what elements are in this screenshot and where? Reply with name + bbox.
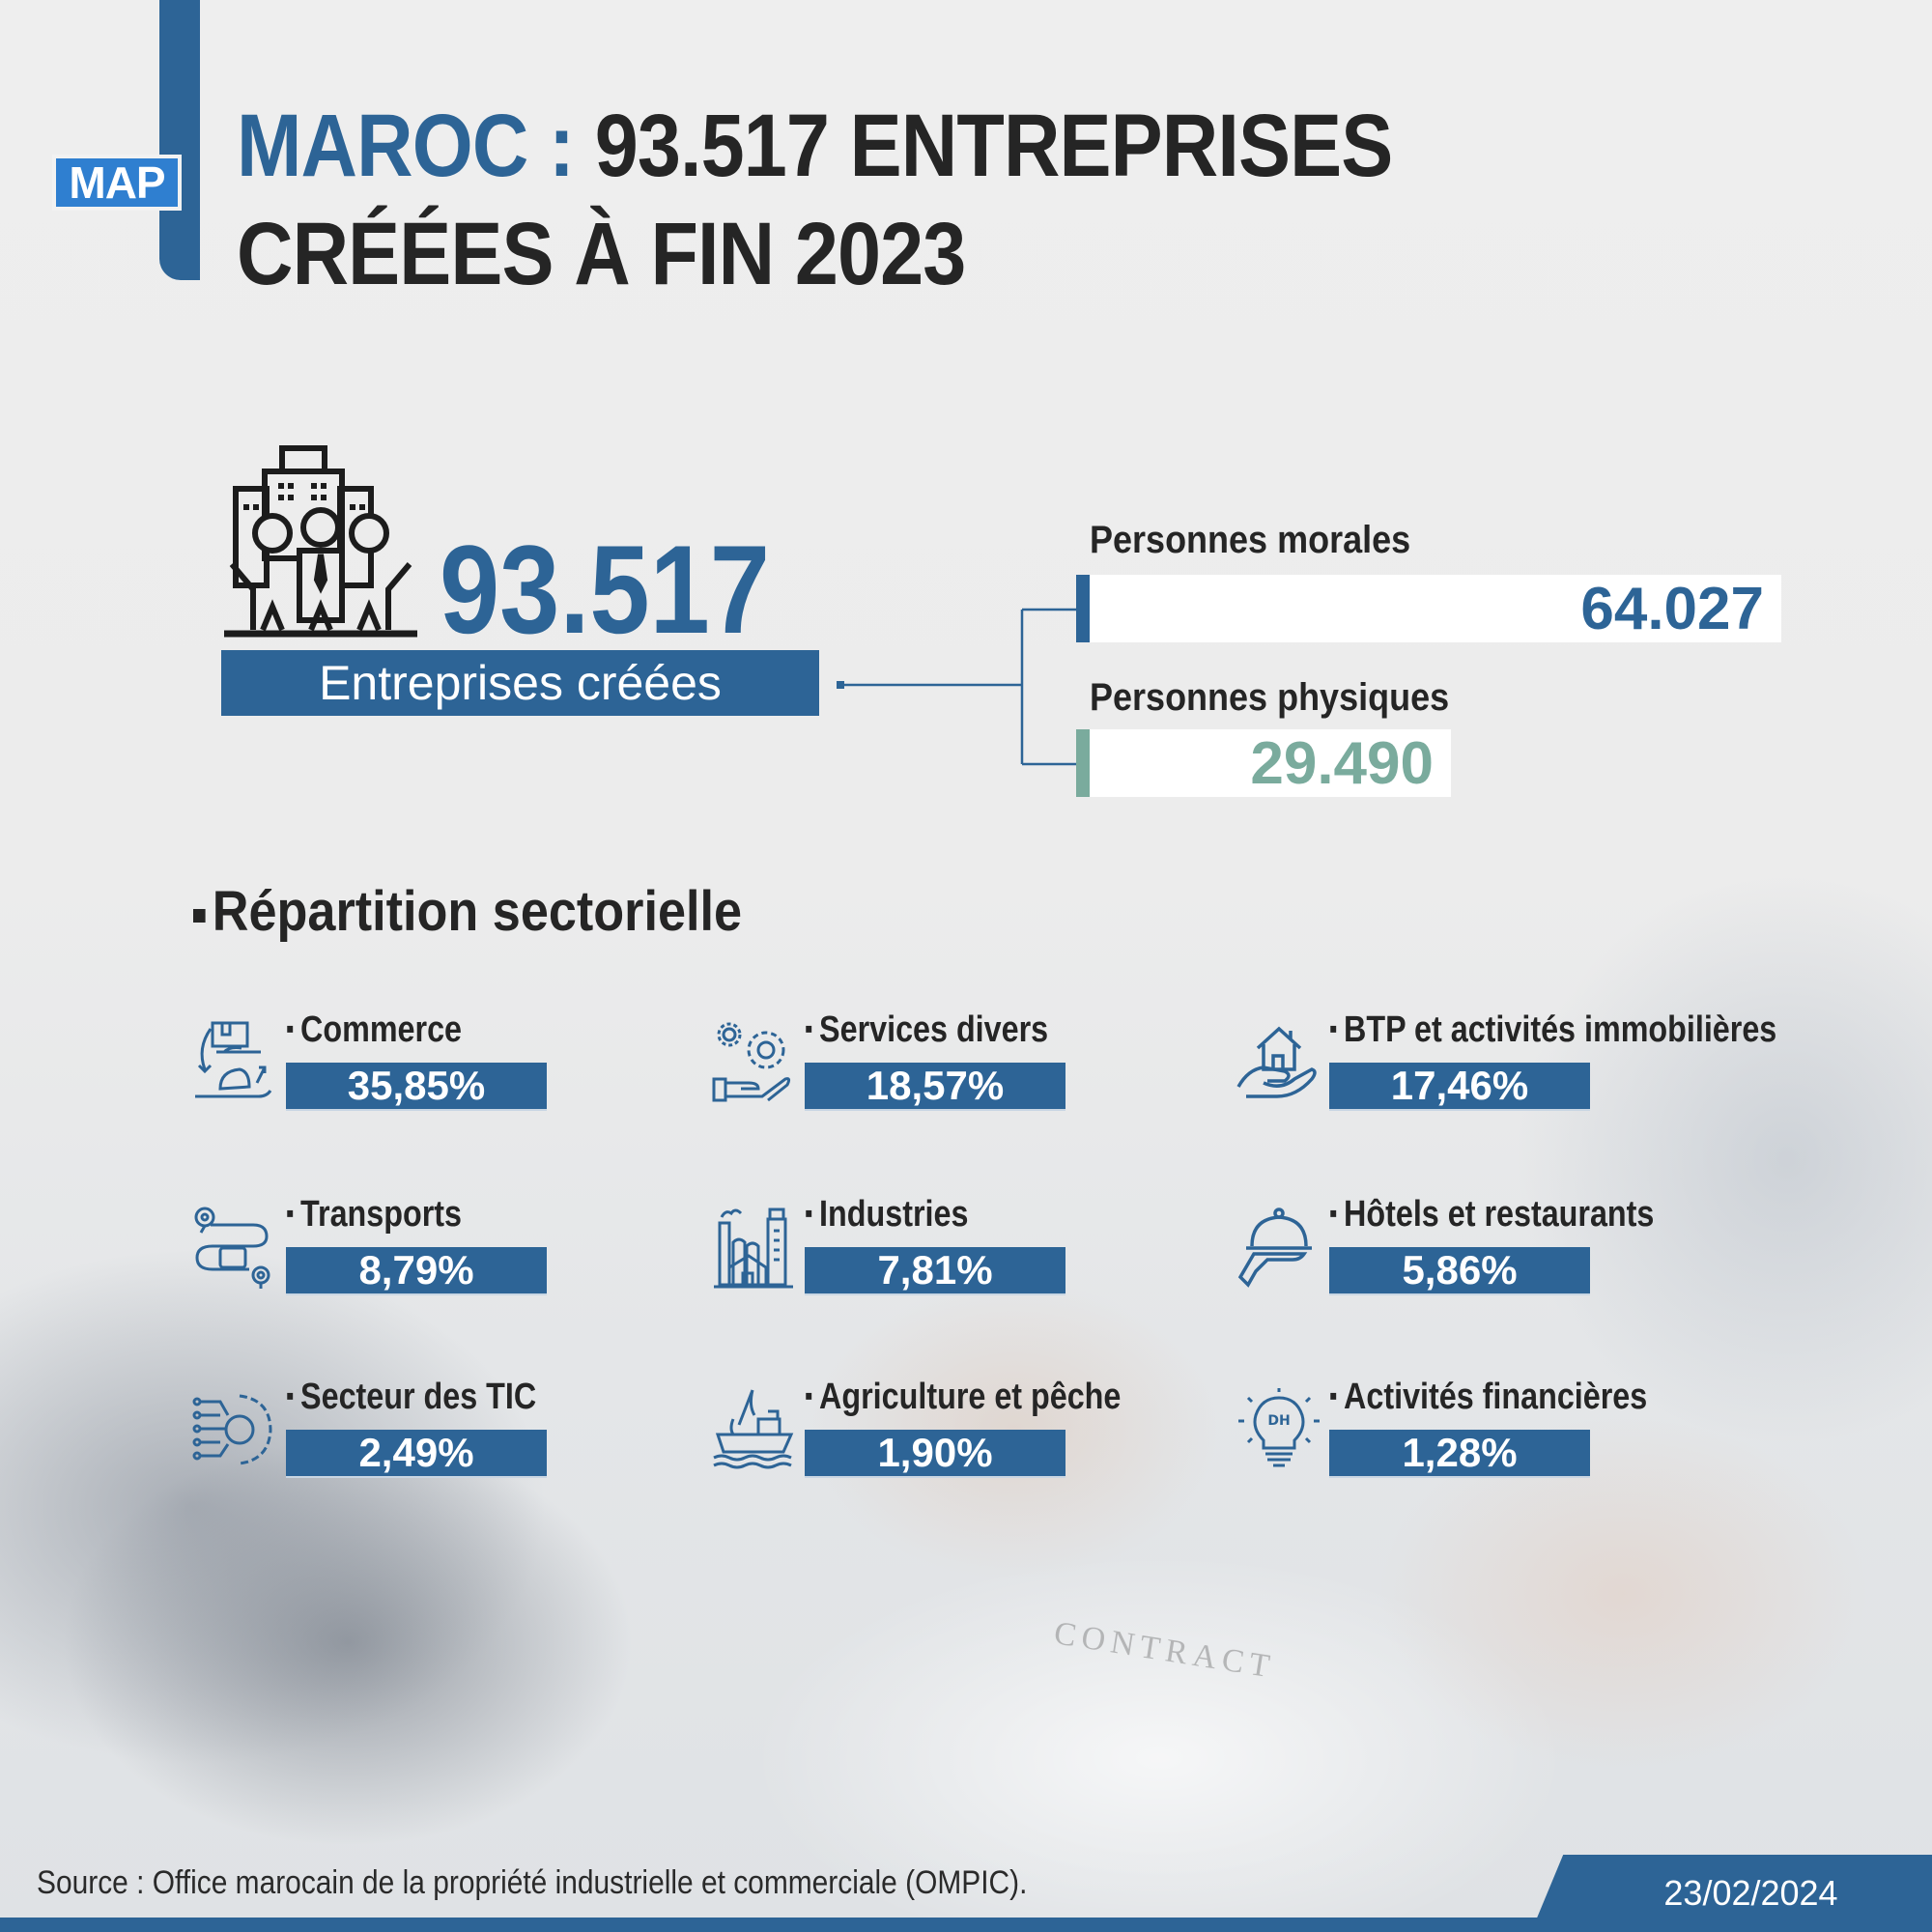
company-employees-icon: [224, 445, 417, 638]
total-label: Entreprises créées: [221, 650, 819, 716]
sector-value: 1,28%: [1329, 1430, 1590, 1478]
svg-text:DH: DH: [1267, 1413, 1290, 1429]
sector-name: Hôtels et restaurants: [1329, 1194, 1654, 1236]
sector-name: Transports: [286, 1194, 462, 1236]
breakdown-connector: [837, 608, 1078, 766]
sector-value: 35,85%: [286, 1063, 547, 1111]
header-accent-bar: [159, 0, 200, 280]
sector-transports: Transports 8,79%: [191, 1194, 732, 1300]
sector-value: 17,46%: [1329, 1063, 1590, 1111]
morales-label: Personnes morales: [1090, 519, 1411, 561]
morales-bar-tick: [1076, 575, 1090, 642]
sector-btp: BTP et activités immobilières 17,46%: [1235, 1009, 1776, 1116]
map-logo: MAP: [52, 155, 182, 211]
morales-bar: 64.027: [1076, 575, 1781, 642]
sector-name: Services divers: [805, 1009, 1048, 1051]
sector-value: 18,57%: [805, 1063, 1065, 1111]
sector-value: 8,79%: [286, 1247, 547, 1295]
physiques-label: Personnes physiques: [1090, 676, 1450, 719]
section-title: Répartition sectorielle: [193, 879, 742, 944]
morales-value: 64.027: [1580, 575, 1764, 642]
sector-name: Activités financières: [1329, 1377, 1647, 1418]
money-lightbulb-icon: DH: [1238, 1388, 1320, 1467]
sector-commerce: Commerce 35,85%: [191, 1009, 732, 1116]
section-bullet: [193, 908, 206, 923]
tech-gear-circuit-icon: [192, 1394, 272, 1465]
sector-value: 2,49%: [286, 1430, 547, 1478]
fishing-boat-icon: [713, 1389, 794, 1469]
sector-value: 1,90%: [805, 1430, 1065, 1478]
commerce-exchange-icon: [195, 1021, 272, 1098]
house-in-hand-icon: [1236, 1026, 1317, 1098]
physiques-bar: 29.490: [1076, 729, 1451, 797]
sector-activites-financieres: DH Activités financières 1,28%: [1235, 1377, 1776, 1483]
sector-industries: Industries 7,81%: [710, 1194, 1251, 1300]
physiques-value: 29.490: [1250, 729, 1434, 797]
total-value: 93.517: [440, 519, 770, 660]
sector-hotels-restaurants: Hôtels et restaurants 5,86%: [1235, 1194, 1776, 1300]
sector-name: Secteur des TIC: [286, 1377, 536, 1418]
section-title-text: Répartition sectorielle: [212, 880, 743, 943]
sector-value: 7,81%: [805, 1247, 1065, 1295]
sector-services-divers: Services divers 18,57%: [710, 1009, 1251, 1116]
source-note: Source : Office marocain de la propriété…: [37, 1864, 1028, 1901]
title-accent: MAROC :: [237, 97, 575, 195]
transport-route-icon: [194, 1207, 270, 1289]
title-line1: 93.517 ENTREPRISES: [594, 97, 1394, 195]
sector-name: Industries: [805, 1194, 968, 1236]
factory-icon: [714, 1208, 793, 1289]
title-line2: CRÉÉES À FIN 2023: [237, 205, 966, 303]
sector-name: Commerce: [286, 1009, 462, 1051]
sector-agriculture-peche: Agriculture et pêche 1,90%: [710, 1377, 1251, 1483]
cloche-serving-icon: [1237, 1208, 1312, 1288]
sector-tic: Secteur des TIC 2,49%: [191, 1377, 732, 1483]
footer-strip: [0, 1918, 1932, 1932]
service-gears-hand-icon: [712, 1022, 791, 1102]
page-title: MAROC : 93.517 ENTREPRISES CRÉÉES À FIN …: [237, 92, 1512, 308]
sector-name: BTP et activités immobilières: [1329, 1009, 1776, 1051]
sector-value: 5,86%: [1329, 1247, 1590, 1295]
physiques-bar-tick: [1076, 729, 1090, 797]
sector-name: Agriculture et pêche: [805, 1377, 1121, 1418]
